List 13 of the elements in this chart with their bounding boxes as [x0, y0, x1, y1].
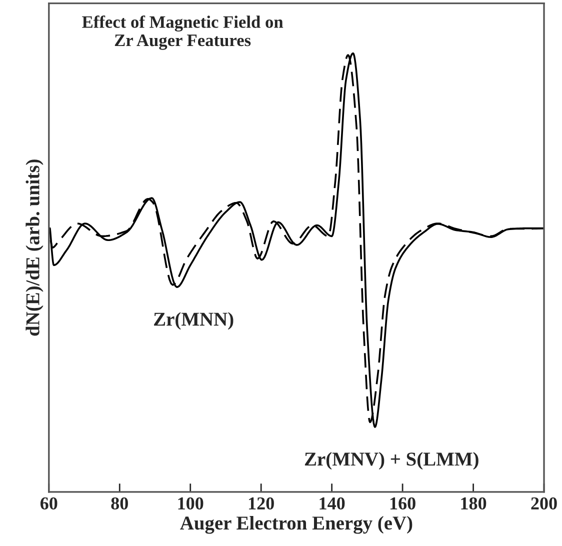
x-tick-label: 100 [178, 497, 204, 510]
x-tick-label: 60 [40, 497, 58, 510]
annotation: Zr(MNN) [154, 312, 234, 330]
x-axis-title: Auger Electron Energy (eV) [180, 516, 412, 534]
x-tick-label: 160 [390, 497, 416, 510]
x-tick-label: 140 [320, 497, 345, 510]
x-tick-label: 120 [248, 497, 274, 510]
x-tick-label: 80 [111, 497, 128, 510]
annotation: Zr(MNV) + S(LMM) [304, 452, 478, 470]
x-tick-label: 180 [461, 497, 486, 510]
chart-title: Effect of Magnetic Field on Zr Auger Features [82, 15, 284, 50]
y-axis-title: dN(E)/dE (arb. units) [26, 160, 44, 336]
x-tick-label: 200 [531, 497, 557, 510]
